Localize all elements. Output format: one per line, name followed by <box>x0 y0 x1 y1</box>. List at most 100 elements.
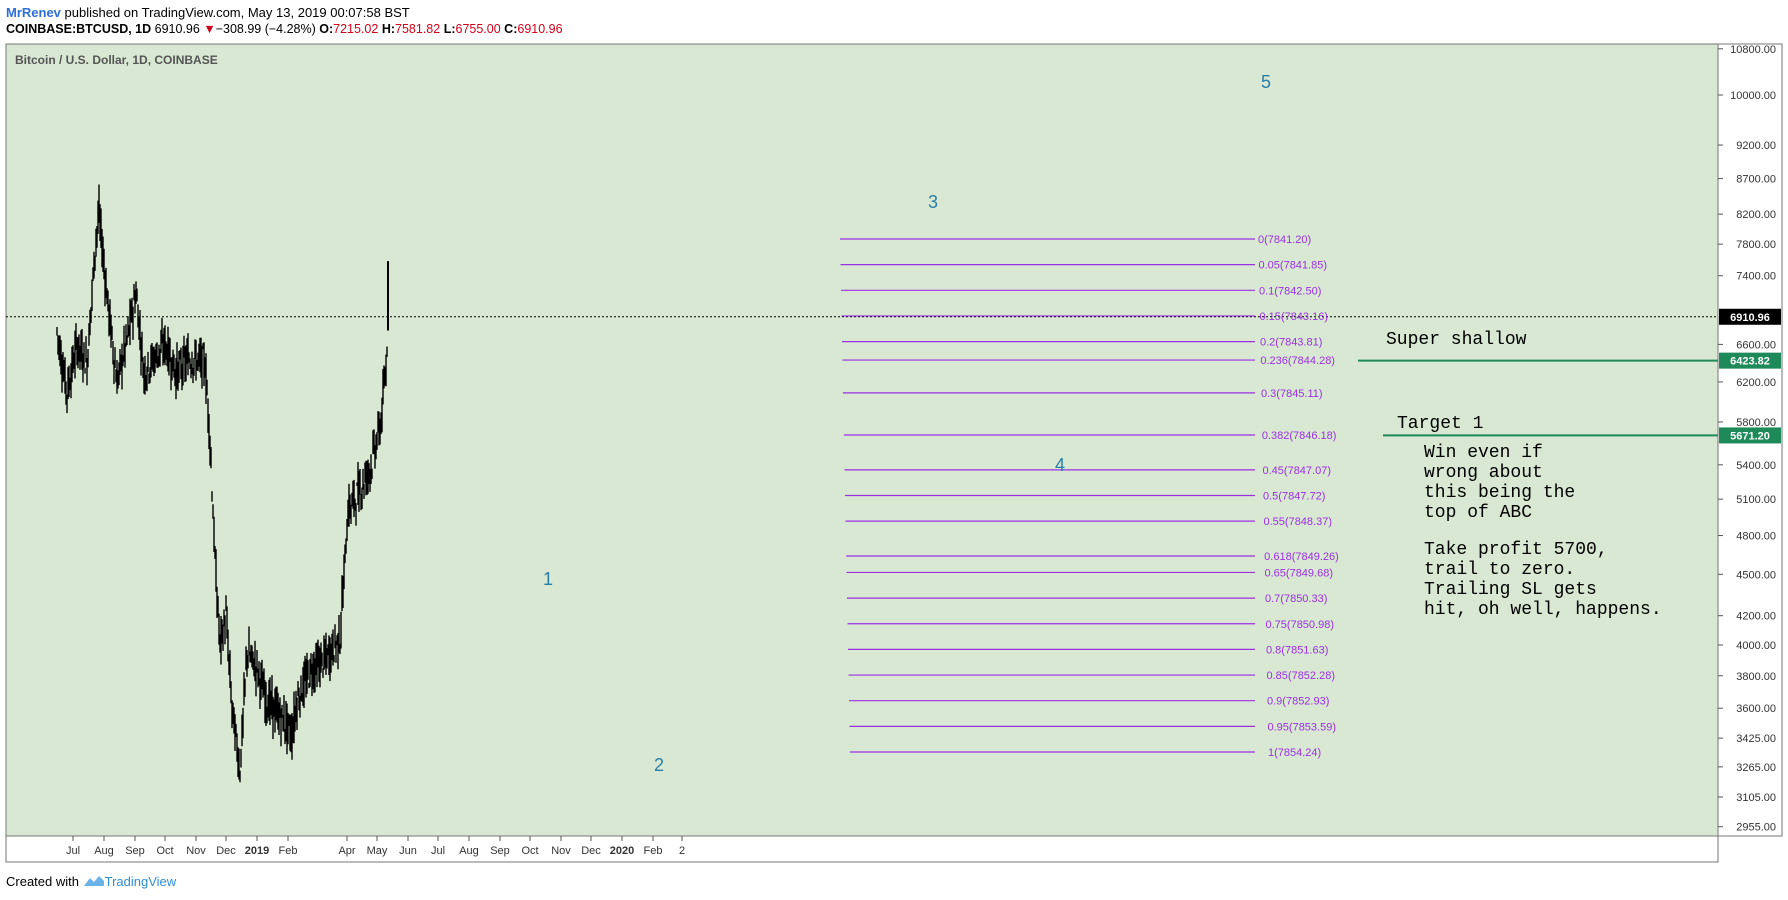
x-tick-label: 2 <box>679 845 685 857</box>
annotations: 1 2 3 4 5 Super shallow Target 1 Win even ifwro… <box>543 72 1662 775</box>
x-tick-label: Aug <box>459 845 479 857</box>
y-tick-label: 10000.00 <box>1730 90 1776 102</box>
x-tick-label: Sep <box>490 845 510 857</box>
open-value: 7215.02 <box>333 22 379 36</box>
y-tick-label: 6600.00 <box>1736 339 1776 351</box>
trade-note-line: Trailing SL gets <box>1424 580 1597 600</box>
y-tick-label: 5100.00 <box>1736 494 1776 506</box>
close-value: 6910.96 <box>517 22 563 36</box>
x-tick-label: Apr <box>338 845 355 857</box>
fib-retracement[interactable]: 0(7841.20) 0.05(7841.85) 0.1(7842.50) 0.15(… <box>840 234 1339 759</box>
publish-info: published on TradingView.com, May 13, 20… <box>60 5 410 20</box>
trade-note-line: Take profit 5700, <box>1424 540 1608 560</box>
trade-note-line: this being the <box>1424 483 1575 503</box>
y-tick-label: 6200.00 <box>1736 377 1776 389</box>
price-tags: 6910.96 6423.82 5671.20 <box>1719 308 1781 444</box>
chart-title: Bitcoin / U.S. Dollar, 1D, COINBASE <box>15 53 218 67</box>
trade-note-line: top of ABC <box>1424 503 1532 523</box>
target-1-note: Target 1 <box>1397 414 1483 434</box>
y-tick-label: 2955.00 <box>1736 822 1776 834</box>
wave-2-label: 2 <box>654 755 664 775</box>
horizontal-lines[interactable] <box>1358 359 1718 437</box>
y-tick-label: 3105.00 <box>1736 792 1776 804</box>
fib-level-label: 0.75(7850.98) <box>1266 619 1335 631</box>
y-tick-label: 3600.00 <box>1736 703 1776 715</box>
wave-5-label: 5 <box>1261 72 1271 92</box>
close-label: C: <box>504 22 518 36</box>
symbol-line: COINBASE:BTCUSD, 1D 6910.96 ▼−308.99 (−4… <box>6 21 563 38</box>
publish-line: MrRenev published on TradingView.com, Ma… <box>6 4 563 21</box>
x-tick-label: Nov <box>186 845 206 857</box>
x-axis-ticks: Jul Aug Sep Oct Nov Dec 2019 Feb Apr May Jun Jul Aug… <box>66 836 685 857</box>
x-tick-label: Dec <box>581 845 601 857</box>
x-tick-label: 2020 <box>610 845 634 857</box>
super-shallow-note: Super shallow <box>1386 330 1527 350</box>
y-axis-ticks: 10800.00 10000.00 9200.00 8700.00 8200.00 780… <box>1718 44 1776 834</box>
fib-level-label: 0.382(7846.18) <box>1262 430 1337 442</box>
fib-level-label: 0.55(7848.37) <box>1264 516 1333 528</box>
y-tick-label: 3265.00 <box>1736 762 1776 774</box>
y-tick-label: 3800.00 <box>1736 671 1776 683</box>
last-price: 6910.96 <box>154 22 200 36</box>
created-with-label: Created with <box>6 874 79 889</box>
trade-note-line: Win even if <box>1424 443 1543 463</box>
fib-level-label: 0.45(7847.07) <box>1263 465 1332 477</box>
y-tick-label: 10800.00 <box>1730 44 1776 56</box>
y-tick-label: 9200.00 <box>1736 140 1776 152</box>
y-tick-label: 8700.00 <box>1736 174 1776 186</box>
y-tick-label: 7800.00 <box>1736 239 1776 251</box>
price-tag-box <box>1719 352 1781 369</box>
x-tick-label: May <box>367 845 388 857</box>
symbol-label: COINBASE:BTCUSD, 1D <box>6 22 152 36</box>
fib-level-label: 0.5(7847.72) <box>1263 491 1325 503</box>
y-tick-label: 3425.00 <box>1736 733 1776 745</box>
candles <box>56 184 389 783</box>
x-tick-label: Dec <box>216 845 236 857</box>
x-tick-label: Jul <box>431 845 445 857</box>
fib-level-label: 0.95(7853.59) <box>1268 721 1337 733</box>
high-value: 7581.82 <box>395 22 441 36</box>
plot-area[interactable] <box>5 43 1719 837</box>
wave-3-label: 3 <box>928 192 938 212</box>
fib-level-label: 0.3(7845.11) <box>1261 388 1323 400</box>
trade-note-line: wrong about <box>1424 463 1543 483</box>
x-tick-label: Jun <box>399 845 417 857</box>
fib-level-label: 0.8(7851.63) <box>1266 644 1328 656</box>
y-tick-label: 5400.00 <box>1736 460 1776 472</box>
x-tick-label: 2019 <box>245 845 269 857</box>
x-tick-label: Feb <box>279 845 298 857</box>
fib-level-label: 0.1(7842.50) <box>1259 285 1321 297</box>
fib-level-label: 0.9(7852.93) <box>1267 696 1329 708</box>
fib-level-label: 0.236(7844.28) <box>1260 355 1335 367</box>
x-tick-label: Jul <box>66 845 80 857</box>
y-tick-label: 8200.00 <box>1736 209 1776 221</box>
open-label: O: <box>319 22 334 36</box>
x-tick-label: Oct <box>521 845 538 857</box>
x-tick-label: Feb <box>644 845 663 857</box>
price-tag-box <box>1719 308 1781 325</box>
chart-header: MrRenev published on TradingView.com, Ma… <box>6 4 563 38</box>
y-tick-label: 7400.00 <box>1736 271 1776 283</box>
x-tick-label: Sep <box>125 845 145 857</box>
tradingview-link[interactable]: TradingView <box>104 874 177 889</box>
x-tick-label: Nov <box>551 845 571 857</box>
x-tick-label: Aug <box>94 845 114 857</box>
trade-note-line: trail to zero. <box>1424 560 1575 580</box>
x-tick-label: Oct <box>156 845 173 857</box>
y-tick-label: 4000.00 <box>1736 640 1776 652</box>
fib-level-label: 0.7(7850.33) <box>1265 593 1327 605</box>
fib-level-label: 0(7841.20) <box>1258 234 1311 246</box>
time-axis[interactable] <box>5 835 1719 863</box>
fib-level-label: 0.65(7849.68) <box>1265 567 1334 579</box>
fib-level-label: 0.2(7843.81) <box>1260 337 1322 349</box>
y-tick-label: 4200.00 <box>1736 611 1776 623</box>
low-label: L: <box>443 22 456 36</box>
author-link[interactable]: MrRenev <box>6 5 61 20</box>
wave-1-label: 1 <box>543 569 553 589</box>
wave-4-label: 4 <box>1055 455 1065 475</box>
trade-note-line: hit, oh well, happens. <box>1424 600 1662 620</box>
tradingview-logo-icon <box>83 876 104 886</box>
low-value: 6755.00 <box>455 22 501 36</box>
fib-level-label: 0.05(7841.85) <box>1259 260 1328 272</box>
